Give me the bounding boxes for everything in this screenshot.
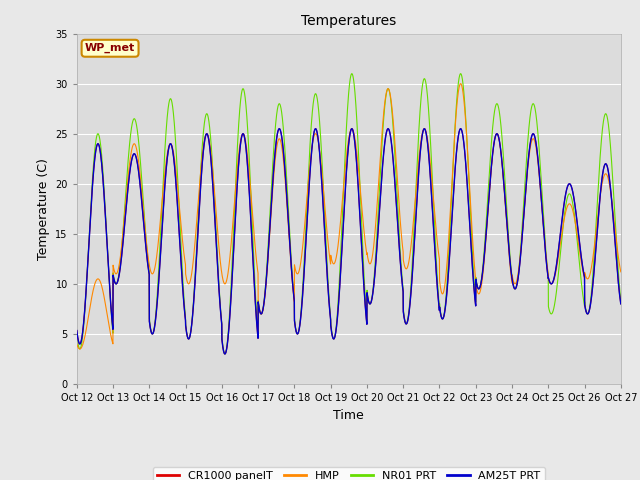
Legend: CR1000 panelT, HMP, NR01 PRT, AM25T PRT: CR1000 panelT, HMP, NR01 PRT, AM25T PRT: [152, 467, 545, 480]
X-axis label: Time: Time: [333, 408, 364, 421]
Text: WP_met: WP_met: [85, 43, 135, 53]
Title: Temperatures: Temperatures: [301, 14, 396, 28]
Y-axis label: Temperature (C): Temperature (C): [36, 158, 50, 260]
